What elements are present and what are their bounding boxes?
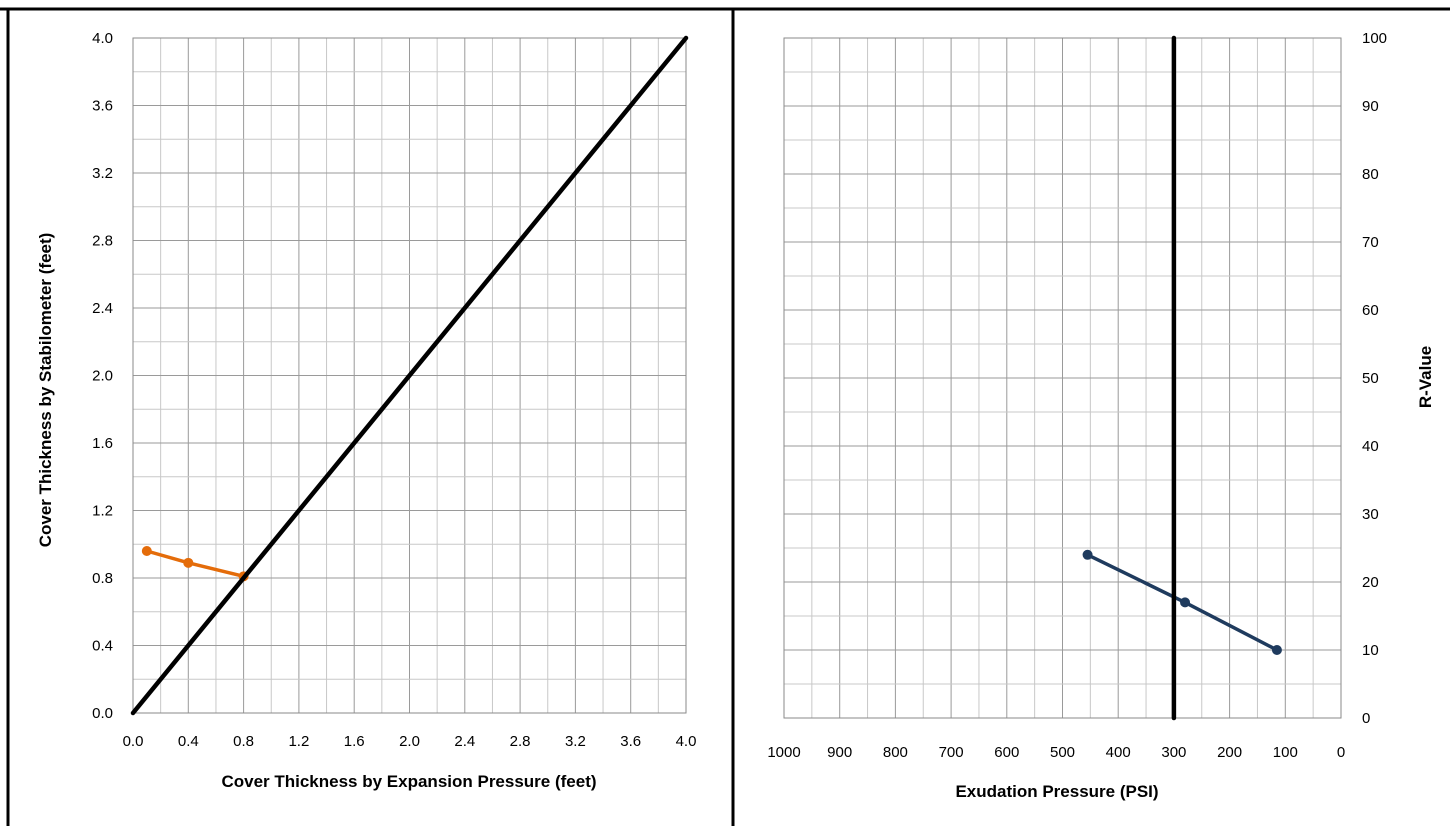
x-tick-label: 800 [883, 744, 908, 761]
y-tick-label: 60 [1362, 302, 1379, 319]
x-tick-label: 1000 [767, 744, 800, 761]
x-tick-label: 0.8 [233, 733, 254, 750]
x-tick-label: 3.2 [565, 733, 586, 750]
x-tick-label: 2.8 [510, 733, 531, 750]
x-tick-label: 1.2 [288, 733, 309, 750]
x-tick-label: 3.6 [620, 733, 641, 750]
y-tick-label: 0.0 [92, 705, 113, 722]
plot-area-border [132, 37, 687, 714]
y-tick-label: 2.0 [92, 368, 113, 385]
x-tick-label: 2.0 [399, 733, 420, 750]
x-tick-label: 900 [827, 744, 852, 761]
plot-area-border [783, 37, 1342, 719]
data-point-marker [141, 546, 152, 556]
right-grid [783, 37, 1342, 719]
data-point-marker [1271, 645, 1282, 655]
y-tick-label: 1.6 [92, 435, 113, 452]
y-tick-label: 0 [1362, 710, 1370, 727]
x-tick-label: 300 [1161, 744, 1186, 761]
left-x-tick-labels: 0.0 0.4 0.8 1.2 1.6 2.0 2.4 2.8 3.2 3.6 4.0 [123, 733, 697, 750]
y-tick-label: 30 [1362, 506, 1379, 523]
left-y-tick-labels: 0.0 0.4 0.8 1.2 1.6 2.0 2.4 2.8 3.2 3.6 4.0 [92, 30, 113, 722]
right-y-axis-title: R-Value [1416, 346, 1435, 408]
y-tick-label: 80 [1362, 166, 1379, 183]
left-x-axis-title: Cover Thickness by Expansion Pressure (f… [221, 772, 596, 791]
y-tick-label: 1.2 [92, 503, 113, 520]
y-tick-label: 40 [1362, 438, 1379, 455]
x-tick-label: 500 [1050, 744, 1075, 761]
data-point-marker [183, 557, 194, 568]
series-line [130, 35, 689, 716]
y-tick-label: 90 [1362, 98, 1379, 115]
y-tick-label: 0.8 [92, 570, 113, 587]
right-plot-border [783, 37, 1342, 719]
x-tick-label: 0 [1337, 744, 1345, 761]
x-tick-label: 200 [1217, 744, 1242, 761]
right-x-tick-labels: 1000 900 800 700 600 500 400 300 200 100 0 [767, 744, 1345, 761]
x-tick-label: 0.4 [178, 733, 199, 750]
left-y-axis-title: Cover Thickness by Stabilometer (feet) [36, 233, 55, 548]
y-tick-label: 0.4 [92, 638, 113, 655]
x-tick-label: 4.0 [676, 733, 697, 750]
right-y-tick-labels: 0 10 20 30 40 50 60 70 80 90 100 [1362, 30, 1387, 727]
x-tick-label: 700 [939, 744, 964, 761]
x-tick-label: 2.4 [454, 733, 475, 750]
y-tick-label: 10 [1362, 642, 1379, 659]
x-tick-label: 400 [1106, 744, 1131, 761]
y-tick-label: 2.4 [92, 300, 113, 317]
data-point-marker [1082, 549, 1093, 560]
x-tick-label: 600 [994, 744, 1019, 761]
left-series [130, 35, 689, 716]
figure-borders [0, 7, 1450, 826]
y-tick-label: 2.8 [92, 233, 113, 250]
left-chart: 0.0 0.4 0.8 1.2 1.6 2.0 2.4 2.8 3.2 3.6 4.0 0.0 0.4… [36, 30, 696, 791]
right-x-axis-title: Exudation Pressure (PSI) [955, 782, 1158, 801]
y-tick-label: 50 [1362, 370, 1379, 387]
y-tick-label: 3.6 [92, 98, 113, 115]
series-line [145, 549, 246, 579]
y-tick-label: 3.2 [92, 165, 113, 182]
x-tick-label: 100 [1273, 744, 1298, 761]
left-plot-border [132, 37, 687, 714]
right-chart: 1000 900 800 700 600 500 400 300 200 100 0 0102030… [767, 30, 1435, 801]
right-series [1082, 35, 1282, 721]
y-tick-label: 4.0 [92, 30, 113, 47]
y-tick-label: 20 [1362, 574, 1379, 591]
y-tick-label: 70 [1362, 234, 1379, 251]
x-tick-label: 1.6 [344, 733, 365, 750]
y-tick-label: 100 [1362, 30, 1387, 47]
data-point-marker [1180, 597, 1191, 608]
x-tick-label: 0.0 [123, 733, 144, 750]
